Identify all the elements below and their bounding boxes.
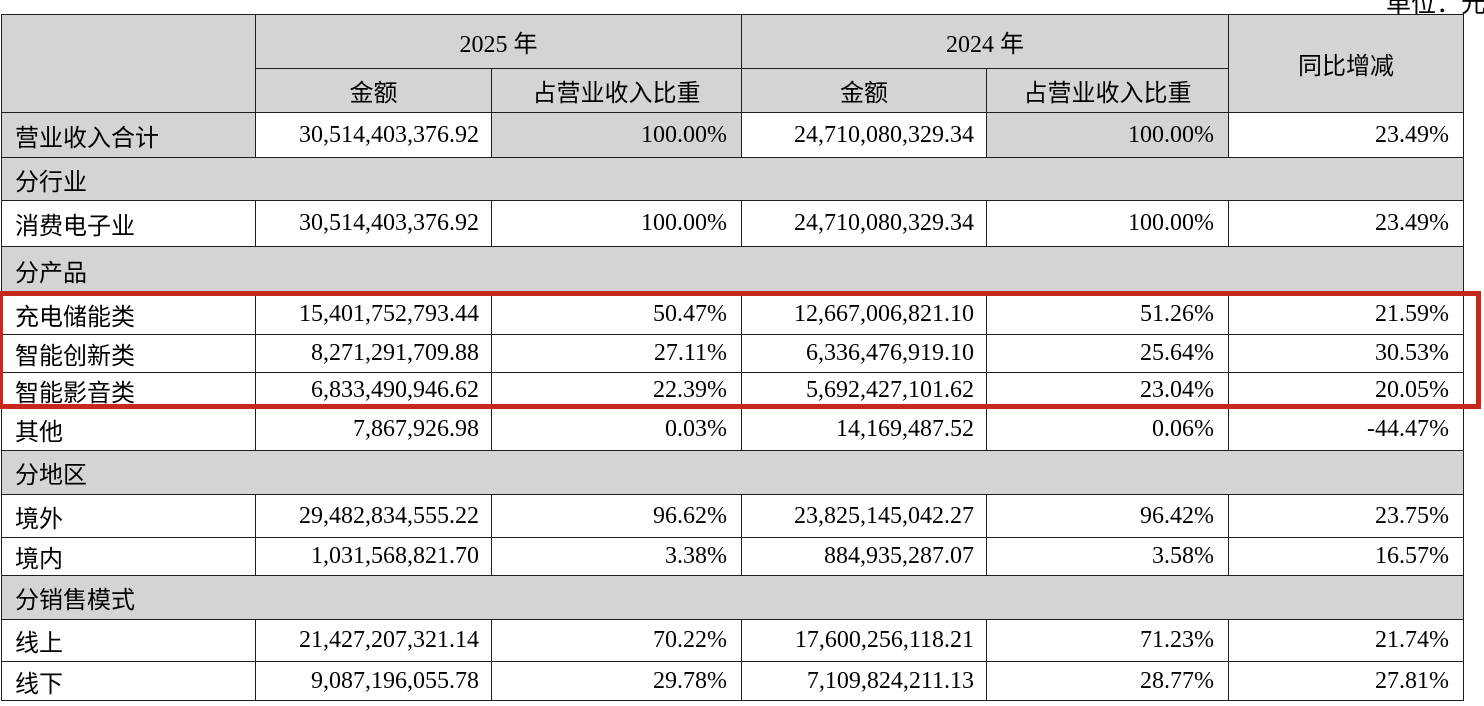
share-2024-header: 占营业收入比重 [986, 68, 1229, 113]
section-row: 分行业 [1, 157, 1464, 201]
row-label-cell: 境外 [1, 494, 256, 538]
share-2024-cell: 28.77% [986, 661, 1229, 701]
row-label-cell: 其他 [1, 408, 256, 451]
yoy-header: 同比增减 [1228, 14, 1464, 113]
yoy-cell: 21.59% [1228, 293, 1464, 335]
share-2025-cell: 96.62% [491, 494, 742, 538]
amount-2024-cell: 5,692,427,101.62 [741, 372, 987, 409]
yoy-cell: 16.57% [1228, 537, 1464, 576]
amount-2025-cell: 9,087,196,055.78 [255, 661, 492, 701]
share-2025-cell: 27.11% [491, 334, 742, 373]
row-label-cell: 智能影音类 [1, 372, 256, 409]
share-2024-cell: 23.04% [986, 372, 1229, 409]
table-row: 其他 7,867,926.98 0.03% 14,169,487.52 0.06% -44… [1, 408, 1464, 451]
share-2025-cell: 29.78% [491, 661, 742, 701]
yoy-cell: 23.75% [1228, 494, 1464, 538]
revenue-breakdown-table: 2025 年 2024 年 同比增减 金额 占营业收入比重 金额 占营业收入比重… [1, 14, 1464, 701]
section-label-cell: 分地区 [1, 450, 1464, 495]
share-2024-cell: 25.64% [986, 334, 1229, 373]
header-row-years: 2025 年 2024 年 同比增减 [1, 14, 1464, 113]
share-2025-cell: 70.22% [491, 619, 742, 662]
row-label-cell: 境内 [1, 537, 256, 576]
share-2024-cell: 51.26% [986, 293, 1229, 335]
yoy-cell: 21.74% [1228, 619, 1464, 662]
amount-2024-cell: 14,169,487.52 [741, 408, 987, 451]
amount-2025-cell: 30,514,403,376.92 [255, 112, 492, 158]
amount-2024-cell: 12,667,006,821.10 [741, 293, 987, 335]
yoy-cell: 20.05% [1228, 372, 1464, 409]
amount-2025-cell: 21,427,207,321.14 [255, 619, 492, 662]
share-2025-cell: 100.00% [491, 112, 742, 158]
year-2024-header: 2024 年 [741, 14, 1229, 69]
table-header: 2025 年 2024 年 同比增减 金额 占营业收入比重 金额 占营业收入比重 [1, 14, 1464, 113]
section-row: 分地区 [1, 450, 1464, 495]
section-label-cell: 分产品 [1, 246, 1464, 294]
row-label-cell: 充电储能类 [1, 293, 256, 335]
amount-2024-cell: 7,109,824,211.13 [741, 661, 987, 701]
table-row: 线下 9,087,196,055.78 29.78% 7,109,824,211.13… [1, 661, 1464, 701]
amount-2024-cell: 24,710,080,329.34 [741, 112, 987, 158]
yoy-cell: 27.81% [1228, 661, 1464, 701]
year-2025-header: 2025 年 [255, 14, 742, 69]
amount-2025-cell: 8,271,291,709.88 [255, 334, 492, 373]
row-label-cell: 线下 [1, 661, 256, 701]
share-2024-cell: 71.23% [986, 619, 1229, 662]
table-row: 营业收入合计 30,514,403,376.92 100.00% 24,710,080… [1, 112, 1464, 158]
amount-2024-cell: 23,825,145,042.27 [741, 494, 987, 538]
section-row: 分产品 [1, 246, 1464, 294]
corner-cell [1, 14, 256, 113]
table-row: 线上 21,427,207,321.14 70.22% 17,600,256,118.… [1, 619, 1464, 662]
yoy-cell: 30.53% [1228, 334, 1464, 373]
amount-2025-cell: 30,514,403,376.92 [255, 200, 492, 247]
share-2024-cell: 3.58% [986, 537, 1229, 576]
amount-2025-header: 金额 [255, 68, 492, 113]
table-row-highlighted: 智能创新类 8,271,291,709.88 27.11% 6,336,476,919… [1, 334, 1464, 373]
yoy-cell: 23.49% [1228, 112, 1464, 158]
amount-2024-cell: 884,935,287.07 [741, 537, 987, 576]
unit-note: 单位：元 [1386, 0, 1484, 18]
share-2025-cell: 100.00% [491, 200, 742, 247]
row-label-cell: 消费电子业 [1, 200, 256, 247]
section-row: 分销售模式 [1, 575, 1464, 620]
yoy-cell: -44.47% [1228, 408, 1464, 451]
share-2025-cell: 3.38% [491, 537, 742, 576]
section-label-cell: 分行业 [1, 157, 1464, 201]
row-label-cell: 营业收入合计 [1, 112, 256, 158]
table-row: 境内 1,031,568,821.70 3.38% 884,935,287.07 3.5… [1, 537, 1464, 576]
row-label-cell: 智能创新类 [1, 334, 256, 373]
table-row-highlighted: 智能影音类 6,833,490,946.62 22.39% 5,692,427,101… [1, 372, 1464, 409]
share-2024-cell: 100.00% [986, 200, 1229, 247]
share-2025-header: 占营业收入比重 [491, 68, 742, 113]
table-row-highlighted: 充电储能类 15,401,752,793.44 50.47% 12,667,006,8… [1, 293, 1464, 335]
amount-2025-cell: 6,833,490,946.62 [255, 372, 492, 409]
row-label-cell: 线上 [1, 619, 256, 662]
amount-2024-header: 金额 [741, 68, 987, 113]
amount-2025-cell: 1,031,568,821.70 [255, 537, 492, 576]
table-row: 境外 29,482,834,555.22 96.62% 23,825,145,042.… [1, 494, 1464, 538]
share-2024-cell: 0.06% [986, 408, 1229, 451]
table-body: 营业收入合计 30,514,403,376.92 100.00% 24,710,080… [1, 112, 1464, 701]
share-2025-cell: 50.47% [491, 293, 742, 335]
share-2025-cell: 22.39% [491, 372, 742, 409]
amount-2025-cell: 7,867,926.98 [255, 408, 492, 451]
yoy-cell: 23.49% [1228, 200, 1464, 247]
amount-2024-cell: 24,710,080,329.34 [741, 200, 987, 247]
share-2024-cell: 100.00% [986, 112, 1229, 158]
amount-2025-cell: 29,482,834,555.22 [255, 494, 492, 538]
amount-2024-cell: 17,600,256,118.21 [741, 619, 987, 662]
amount-2025-cell: 15,401,752,793.44 [255, 293, 492, 335]
table-row: 消费电子业 30,514,403,376.92 100.00% 24,710,080,… [1, 200, 1464, 247]
amount-2024-cell: 6,336,476,919.10 [741, 334, 987, 373]
share-2025-cell: 0.03% [491, 408, 742, 451]
share-2024-cell: 96.42% [986, 494, 1229, 538]
header-row-measures: 金额 占营业收入比重 金额 占营业收入比重 [2, 68, 1464, 113]
section-label-cell: 分销售模式 [1, 575, 1464, 620]
